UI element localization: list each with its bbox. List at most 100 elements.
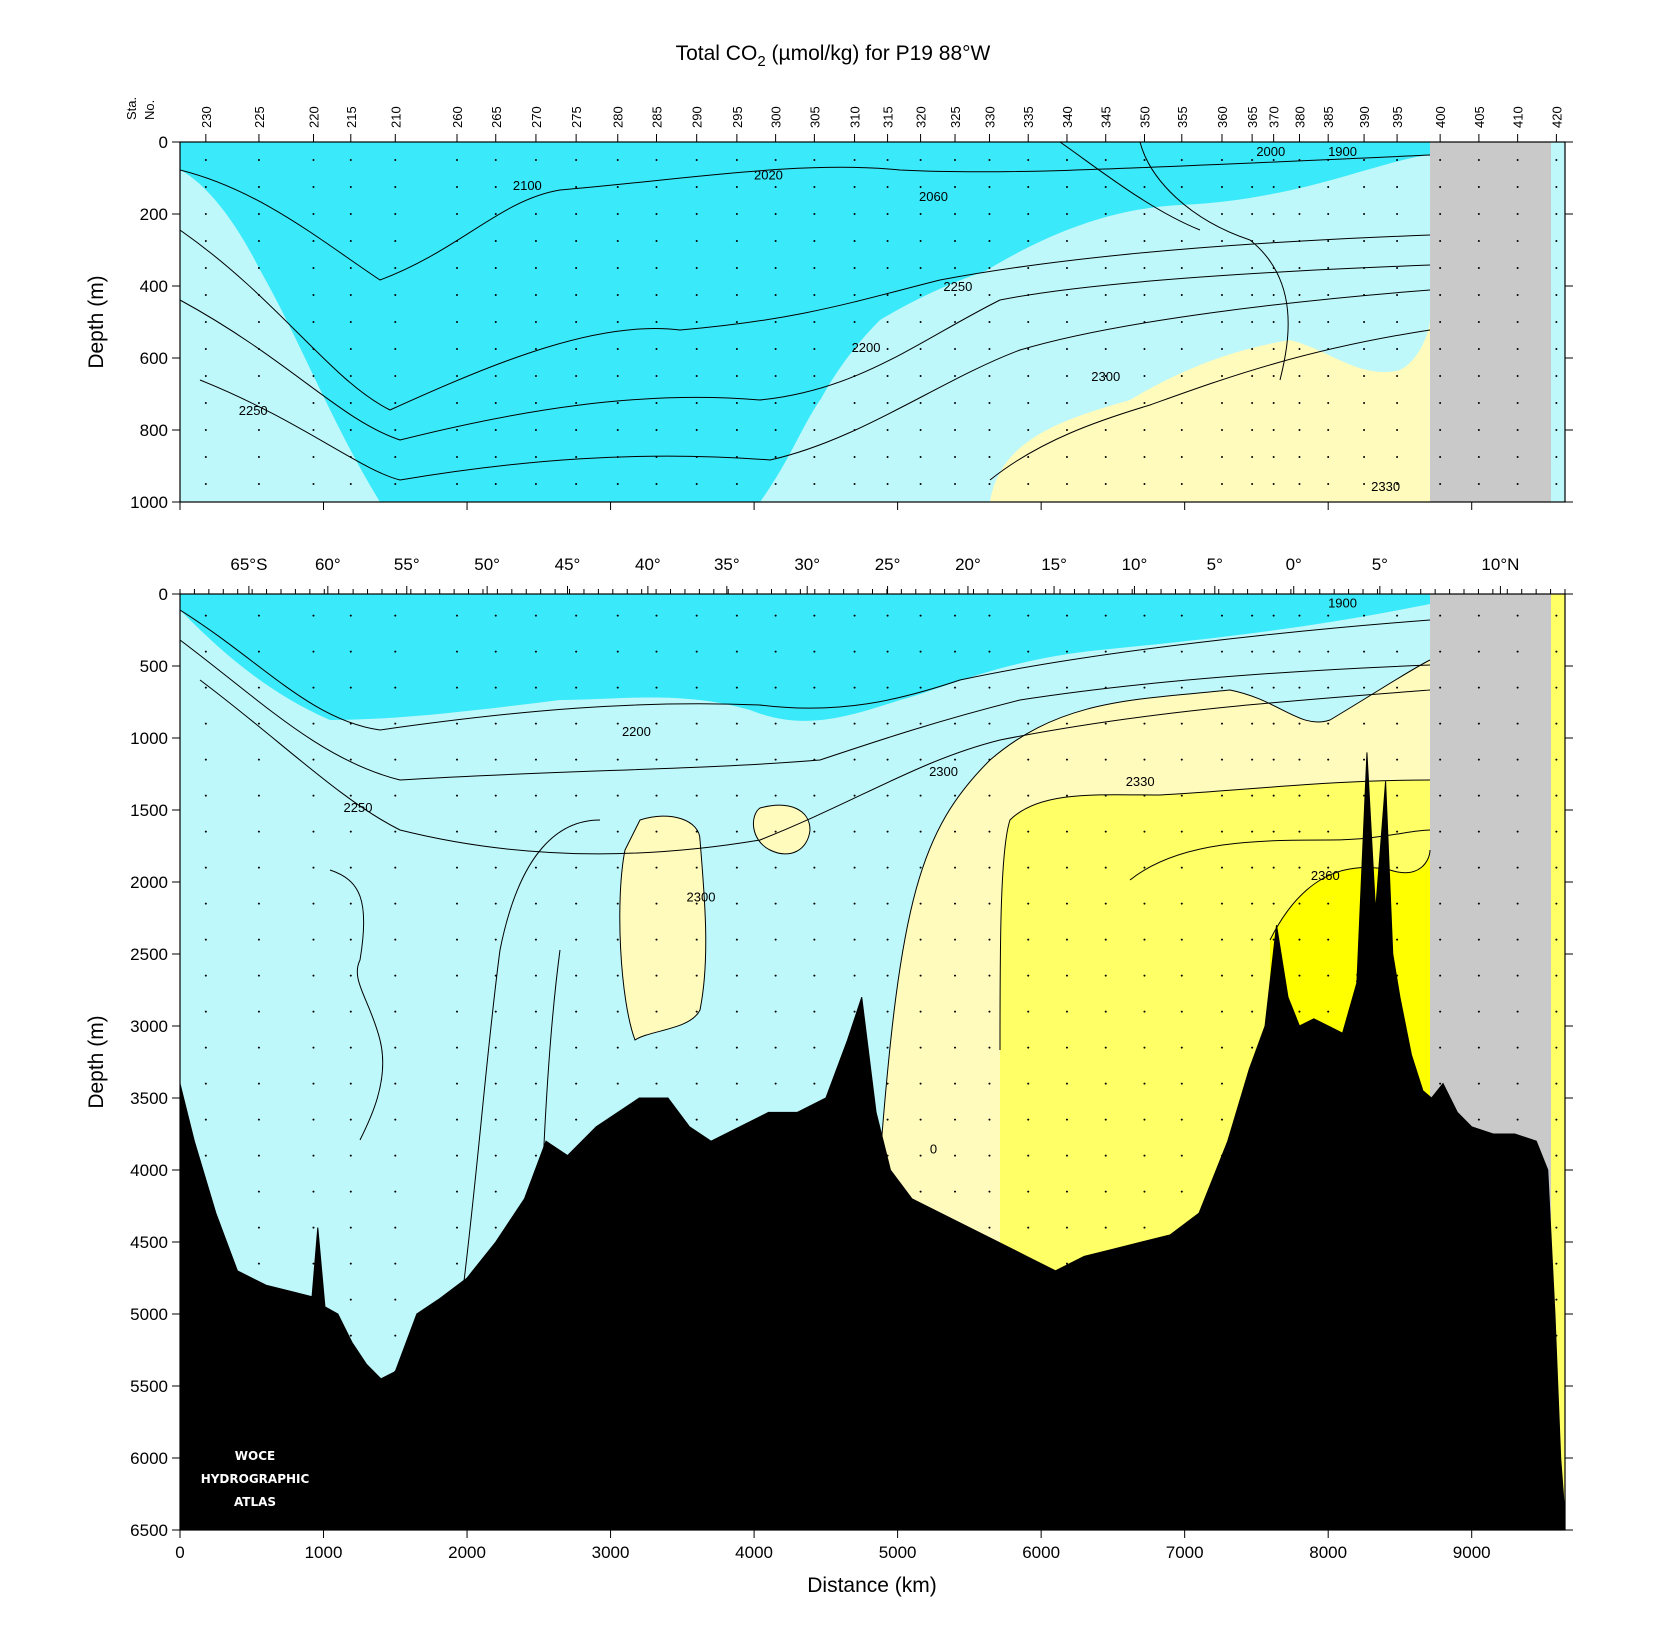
sample-dot	[1104, 722, 1107, 725]
sample-dot	[394, 1262, 397, 1265]
sample-dot	[1363, 794, 1366, 797]
sample-dot	[1251, 1046, 1254, 1049]
sample-dot	[886, 650, 889, 653]
sample-dot	[695, 830, 698, 833]
sample-dot	[954, 267, 957, 269]
sample-dot	[494, 1046, 497, 1049]
sample-dot	[695, 186, 698, 188]
sample-dot	[1272, 1298, 1275, 1301]
sample-dot	[1143, 1190, 1146, 1193]
sample-dot	[1327, 938, 1330, 941]
sample-dot	[575, 213, 578, 215]
sample-dot	[616, 1046, 619, 1049]
sample-dot	[919, 830, 922, 833]
sample-dot	[695, 866, 698, 869]
sample-dot	[813, 1298, 816, 1301]
sample-dot	[204, 1118, 207, 1121]
sample-dot	[954, 974, 957, 977]
sample-dot	[1396, 456, 1399, 458]
sample-dot	[1477, 614, 1480, 617]
sample-dot	[534, 614, 537, 617]
sample-dot	[655, 1010, 658, 1013]
sample-dot	[954, 1226, 957, 1229]
sample-dot	[954, 1046, 957, 1049]
sample-dot	[1220, 456, 1223, 458]
sample-dot	[204, 974, 207, 977]
contour-label: 0	[930, 1141, 937, 1156]
sample-dot	[735, 213, 738, 215]
sample-dot	[1065, 1154, 1068, 1157]
sample-dot	[494, 483, 497, 485]
sample-dot	[1065, 866, 1068, 869]
sample-dot	[1516, 348, 1519, 350]
station-axis-label-no: No.	[142, 100, 157, 120]
sample-dot	[616, 758, 619, 761]
sample-dot	[1439, 902, 1442, 905]
sample-dot	[534, 159, 537, 161]
sample-dot	[257, 186, 260, 188]
x-tick-label: 3000	[592, 1543, 630, 1562]
sample-dot	[257, 1046, 260, 1049]
sample-dot	[349, 974, 352, 977]
sample-dot	[494, 159, 497, 161]
latitude-label: 35°	[714, 555, 740, 574]
sample-dot	[1327, 794, 1330, 797]
sample-dot	[1220, 614, 1223, 617]
sample-dot	[456, 267, 458, 269]
sample-dot	[312, 1226, 315, 1229]
sample-dot	[735, 866, 738, 869]
sample-dot	[204, 938, 207, 941]
sample-dot	[695, 429, 698, 431]
sample-dot	[1298, 938, 1301, 941]
sample-dot	[312, 240, 315, 242]
sample-dot	[575, 1334, 578, 1337]
sample-dot	[1104, 1118, 1107, 1121]
sample-dot	[1180, 483, 1183, 485]
sample-dot	[1516, 1046, 1519, 1049]
latitude-label: 20°	[955, 555, 981, 574]
sample-dot	[312, 686, 315, 689]
sample-dot	[534, 1154, 537, 1157]
sample-dot	[494, 722, 497, 725]
sample-dot	[774, 375, 777, 377]
sample-dot	[853, 794, 856, 797]
sample-dot	[813, 614, 816, 617]
sample-dot	[1439, 1334, 1442, 1337]
sample-dot	[1065, 1334, 1068, 1337]
station-label: 400	[1433, 106, 1448, 128]
sample-dot	[813, 348, 816, 350]
sample-dot	[1439, 1118, 1442, 1121]
sample-dot	[1555, 902, 1558, 905]
sample-dot	[1251, 1298, 1254, 1301]
sample-dot	[886, 1046, 889, 1049]
y-tick-label: 500	[140, 657, 168, 676]
latitude-label: 5°	[1372, 555, 1388, 574]
sample-dot	[813, 830, 816, 833]
sample-dot	[1327, 483, 1330, 485]
sample-dot	[1027, 348, 1030, 350]
sample-dot	[1251, 614, 1254, 617]
sample-dot	[1180, 794, 1183, 797]
sample-dot	[853, 483, 856, 485]
sample-dot	[735, 1118, 738, 1121]
sample-dot	[774, 213, 777, 215]
sample-dot	[1272, 1262, 1275, 1265]
sample-dot	[853, 375, 856, 377]
sample-dot	[1143, 722, 1146, 725]
sample-dot	[813, 375, 816, 377]
sample-dot	[1555, 429, 1558, 431]
sample-dot	[616, 1118, 619, 1121]
sample-dot	[534, 294, 537, 296]
sample-dot	[575, 1082, 578, 1085]
sample-dot	[1298, 1190, 1301, 1193]
sample-dot	[886, 1262, 889, 1265]
sample-dot	[1298, 1046, 1301, 1049]
sample-dot	[954, 483, 957, 485]
sample-dot	[394, 240, 397, 242]
sample-dot	[1298, 722, 1301, 725]
sample-dot	[257, 1082, 260, 1085]
sample-dot	[534, 758, 537, 761]
sample-dot	[1363, 429, 1366, 431]
sample-dot	[1143, 483, 1146, 485]
sample-dot	[1251, 686, 1254, 689]
